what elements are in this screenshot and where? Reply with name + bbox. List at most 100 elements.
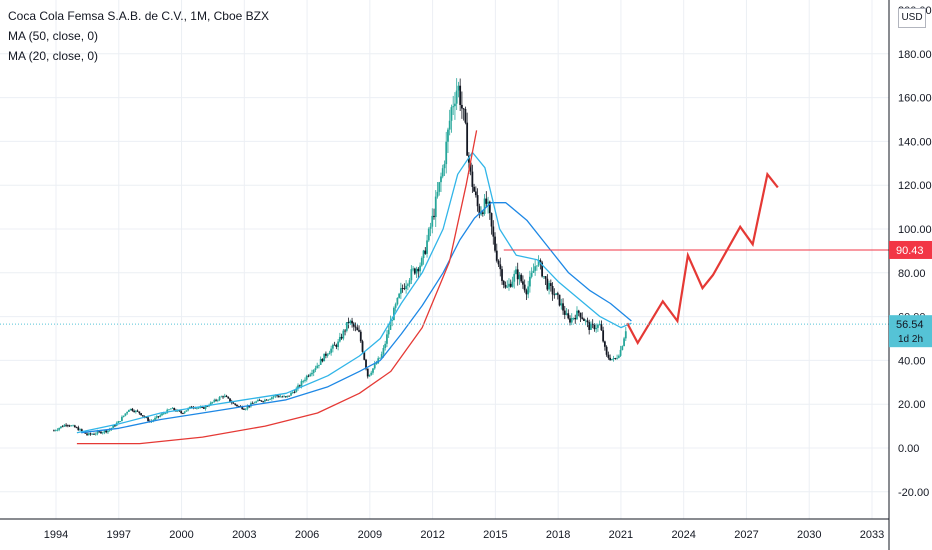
candle-body: [213, 399, 216, 402]
candle-body: [535, 265, 538, 267]
x-tick-label: 2006: [295, 529, 319, 541]
candle-body: [321, 358, 324, 362]
countdown-text: 1d 2h: [898, 334, 923, 345]
candle-body: [563, 310, 566, 315]
candle-body: [583, 318, 585, 321]
candle-body: [595, 327, 598, 330]
x-tick-label: 2021: [609, 529, 633, 541]
candle-body: [576, 310, 578, 320]
candle-body: [382, 348, 385, 355]
candle-body: [178, 410, 181, 412]
candle-body: [316, 365, 319, 369]
candle-body: [426, 240, 428, 254]
candle-body: [122, 415, 125, 417]
candle-body: [366, 368, 369, 377]
candle-body: [419, 265, 421, 272]
candle-body: [347, 322, 350, 324]
candle-body: [441, 168, 444, 177]
legend-title: Coca Cola Femsa S.A.B. de C.V., 1M, Cboe…: [8, 9, 269, 23]
candle-body: [483, 198, 486, 214]
candle-body: [234, 403, 237, 405]
candle-body: [297, 385, 299, 389]
candle-body: [215, 399, 217, 401]
candle-body: [399, 288, 402, 294]
candle-body: [447, 129, 449, 142]
current-price-tag: [889, 315, 932, 348]
candle-body: [164, 413, 167, 415]
candle-body: [417, 268, 420, 272]
current-price-text: 56.54: [896, 319, 924, 331]
candle-body: [96, 431, 99, 434]
candle-body: [248, 406, 251, 407]
candle-body: [211, 401, 214, 403]
candle-body: [101, 432, 104, 434]
currency-selector[interactable]: USD: [898, 8, 926, 28]
candle-body: [58, 427, 61, 430]
candle-body: [91, 433, 94, 435]
candle-body: [345, 322, 348, 331]
candle-body: [86, 433, 88, 435]
candle-body: [558, 294, 561, 306]
candle-body: [241, 406, 244, 410]
candle-body: [61, 426, 64, 428]
candle-body: [431, 215, 434, 227]
candle-body: [522, 281, 524, 285]
candle-body: [424, 250, 427, 254]
candle-body: [281, 396, 284, 398]
candle-body: [455, 90, 458, 104]
candle-body: [53, 430, 55, 432]
candle-body: [467, 155, 470, 163]
candle-body: [619, 349, 622, 356]
candle-body: [452, 106, 455, 108]
candle-body: [121, 416, 123, 422]
candle-body: [361, 341, 364, 352]
candle-body: [551, 286, 554, 295]
candle-body: [185, 410, 188, 412]
candle-body: [623, 338, 625, 347]
candle-body: [318, 364, 320, 366]
candle-body: [189, 406, 191, 409]
candle-body: [565, 313, 568, 315]
candle-body: [236, 404, 238, 407]
candle-body: [344, 330, 346, 332]
candle-body: [504, 284, 507, 288]
candle-body: [597, 324, 599, 328]
candle-body: [89, 433, 92, 435]
candle-body: [621, 346, 624, 350]
candle-body: [232, 402, 235, 404]
candle-body: [454, 103, 456, 107]
candle-body: [365, 359, 367, 369]
candle-body: [269, 398, 272, 400]
candle-body: [169, 408, 172, 410]
candle-body: [307, 375, 310, 377]
candle-body: [267, 399, 270, 401]
candle-body: [471, 171, 474, 187]
y-tick-label: 120.00: [898, 180, 932, 192]
candle-body: [490, 213, 493, 227]
candle-body: [386, 334, 388, 344]
candle-body: [375, 363, 378, 365]
candle-body: [401, 288, 404, 289]
candle-body: [412, 268, 414, 270]
candle-body: [72, 425, 74, 427]
candle-body: [270, 397, 273, 399]
candle-body: [325, 353, 327, 356]
candle-body: [443, 164, 446, 169]
candle-body: [614, 358, 617, 359]
candle-body: [131, 408, 134, 411]
candle-body: [255, 401, 258, 403]
candle-body: [518, 274, 521, 280]
candle-body: [190, 406, 193, 408]
candle-body: [403, 288, 406, 290]
candle-body: [433, 215, 435, 218]
y-tick-label: 20.00: [898, 399, 926, 411]
candle-body: [98, 431, 101, 433]
x-tick-label: 2027: [734, 529, 758, 541]
candle-body: [183, 411, 186, 414]
candle-body: [159, 415, 162, 417]
candle-body: [591, 323, 594, 325]
candle-body: [387, 329, 390, 335]
candle-body: [529, 276, 531, 287]
